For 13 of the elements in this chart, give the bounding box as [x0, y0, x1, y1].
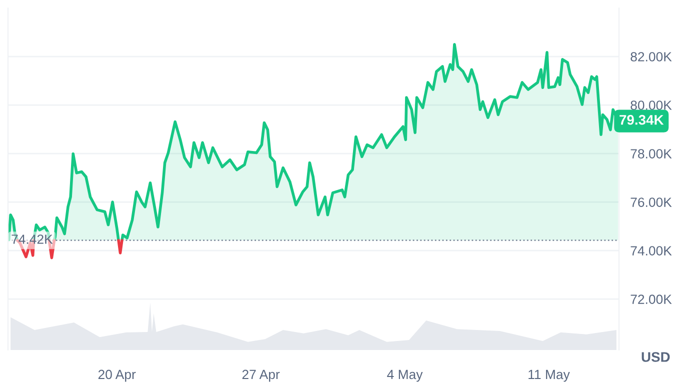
- y-tick-label: 76.00K: [630, 198, 672, 207]
- y-tick-label: 72.00K: [630, 294, 672, 304]
- ref-line-label: 74.42K: [12, 234, 53, 244]
- annotation: 79.34K: [620, 114, 664, 125]
- y-tick-label: 78.00K: [630, 149, 672, 158]
- y-axis-title: USD: [642, 352, 670, 362]
- x-tick-label: 4 May: [387, 370, 423, 382]
- x-tick-label: 20 Apr: [98, 370, 136, 382]
- y-tick-label: 74.00K: [630, 246, 672, 256]
- x-tick-label: 11 May: [528, 370, 570, 382]
- y-tick-label: 80.00K: [630, 100, 672, 110]
- x-tick-label: 27 Apr: [242, 370, 280, 382]
- y-tick-label: 82.00K: [630, 52, 672, 62]
